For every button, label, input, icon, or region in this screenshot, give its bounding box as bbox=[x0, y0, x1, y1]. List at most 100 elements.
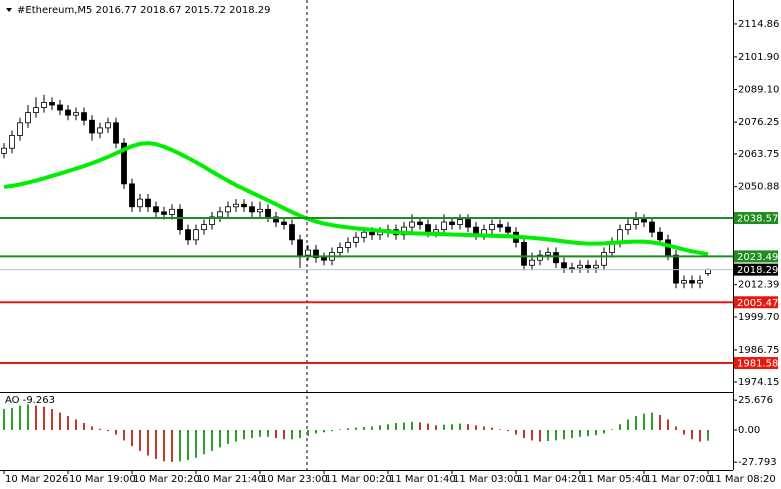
candle-body bbox=[409, 221, 415, 228]
candle-body bbox=[153, 206, 159, 213]
candle-body bbox=[289, 224, 295, 241]
candle-body bbox=[65, 109, 71, 116]
candle-body bbox=[169, 208, 175, 215]
price-level-box bbox=[734, 296, 778, 309]
y-tick-label: 2063.75 bbox=[738, 149, 779, 160]
indicator-title: AO -9.263 bbox=[5, 395, 55, 406]
x-tick-label: 11 Mar 03:00 bbox=[453, 474, 520, 485]
price-level-box bbox=[734, 250, 778, 263]
candle-body bbox=[305, 249, 311, 256]
x-tick-label: 10 Mar 21:40 bbox=[197, 474, 264, 485]
candle-body bbox=[641, 219, 647, 223]
candle-body bbox=[217, 211, 223, 218]
candle-body bbox=[457, 219, 463, 225]
candle-body bbox=[177, 208, 183, 231]
price-level-label: 1981.58 bbox=[737, 359, 778, 370]
y-tick-label: 2114.86 bbox=[738, 19, 779, 30]
candle-body bbox=[233, 203, 239, 208]
candle-body bbox=[249, 206, 255, 213]
candle-body bbox=[697, 280, 703, 284]
candle-body bbox=[73, 112, 79, 116]
x-tick-label: 10 Mar 20:20 bbox=[133, 474, 200, 485]
y-tick-label: 1999.70 bbox=[738, 312, 779, 323]
y-tick-label: 0.00 bbox=[738, 425, 760, 436]
price-level-box bbox=[734, 212, 778, 225]
price-level-label: 2018.29 bbox=[737, 265, 778, 276]
candle-body bbox=[681, 280, 687, 284]
price-level-box bbox=[734, 357, 778, 370]
candle-body bbox=[17, 122, 23, 136]
candle-body bbox=[633, 219, 639, 225]
candle-body bbox=[25, 112, 31, 124]
candle-body bbox=[569, 267, 575, 270]
candle-body bbox=[185, 229, 191, 241]
candle-body bbox=[425, 224, 431, 233]
price-level-box bbox=[734, 263, 778, 276]
x-tick-label: 10 Mar 19:00 bbox=[69, 474, 136, 485]
x-tick-label: 11 Mar 00:20 bbox=[325, 474, 392, 485]
candle-body bbox=[201, 224, 207, 231]
candle-body bbox=[353, 236, 359, 243]
candle-body bbox=[9, 135, 15, 149]
candle-body bbox=[561, 262, 567, 269]
candle-body bbox=[81, 112, 87, 121]
candle-body bbox=[1, 147, 7, 154]
candle-body bbox=[417, 221, 423, 225]
x-tick-label: 11 Mar 04:20 bbox=[517, 474, 584, 485]
candle-body bbox=[361, 231, 367, 238]
candle-body bbox=[89, 119, 95, 134]
candle-body bbox=[601, 252, 607, 266]
chart-title: #Ethereum,M5 2016.77 2018.67 2015.72 201… bbox=[17, 5, 271, 16]
y-tick-label: 2101.90 bbox=[738, 52, 779, 63]
candle-body bbox=[265, 208, 271, 218]
candle-body bbox=[257, 208, 263, 213]
candle-body bbox=[121, 142, 127, 185]
moving-average bbox=[3, 141, 709, 257]
y-tick-label: 1986.75 bbox=[738, 345, 779, 356]
candle-body bbox=[689, 280, 695, 284]
y-tick-label: -27.793 bbox=[738, 457, 777, 468]
y-tick-label: 2076.25 bbox=[738, 117, 779, 128]
candle-body bbox=[321, 257, 327, 261]
candle-body bbox=[497, 224, 503, 228]
candle-body bbox=[49, 102, 55, 106]
candle-body bbox=[97, 127, 103, 134]
candle-body bbox=[657, 231, 663, 241]
candle-body bbox=[225, 206, 231, 213]
candle-body bbox=[449, 221, 455, 225]
candle-body bbox=[553, 252, 559, 264]
y-tick-label: 1974.15 bbox=[738, 377, 779, 388]
price-level-label: 2005.47 bbox=[737, 298, 778, 309]
candle-body bbox=[369, 231, 375, 236]
candle-body bbox=[41, 102, 47, 108]
candle-body bbox=[161, 211, 167, 215]
candle-body bbox=[441, 221, 447, 231]
plot-layer bbox=[1, 94, 711, 462]
candle-body bbox=[593, 264, 599, 269]
candle-body bbox=[649, 221, 655, 233]
candle-body bbox=[273, 216, 279, 223]
candle-body bbox=[529, 259, 535, 266]
candle-body bbox=[433, 229, 439, 233]
candle-body bbox=[545, 252, 551, 256]
candle-body bbox=[505, 226, 511, 233]
candle-body bbox=[105, 122, 111, 129]
candle-body bbox=[193, 229, 199, 241]
candle-body bbox=[625, 224, 631, 231]
candle-body bbox=[297, 239, 303, 256]
candle-body bbox=[145, 198, 151, 208]
candle-body bbox=[281, 221, 287, 225]
candle-body bbox=[57, 104, 63, 111]
price-level-label: 2038.57 bbox=[737, 214, 778, 225]
x-tick-label: 10 Mar 23:00 bbox=[261, 474, 328, 485]
y-tick-label: 2012.39 bbox=[738, 280, 779, 291]
candle-body bbox=[345, 241, 351, 248]
x-tick-label: 11 Mar 01:40 bbox=[389, 474, 456, 485]
candle-body bbox=[337, 247, 343, 253]
candle-body bbox=[137, 198, 143, 208]
menu-icon[interactable] bbox=[6, 8, 12, 12]
candle-body bbox=[209, 216, 215, 225]
